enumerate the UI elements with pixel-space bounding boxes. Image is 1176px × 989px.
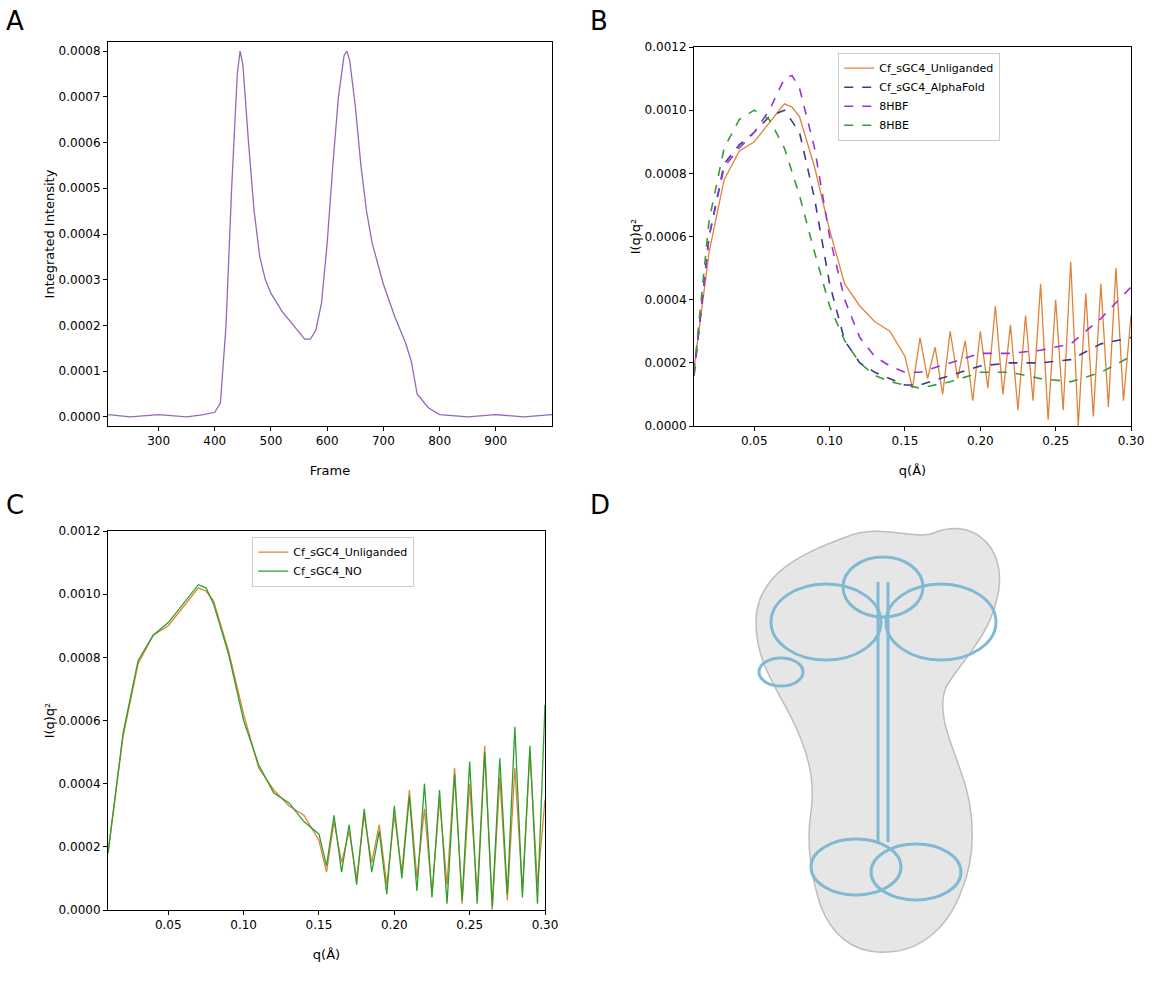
svg-text:Cf_sGC4_Unliganded: Cf_sGC4_Unliganded xyxy=(879,62,993,75)
svg-text:0.30: 0.30 xyxy=(1118,434,1145,448)
svg-text:0.0002: 0.0002 xyxy=(59,840,101,854)
svg-text:0.0010: 0.0010 xyxy=(59,587,101,601)
svg-text:300: 300 xyxy=(147,434,170,448)
svg-text:600: 600 xyxy=(316,434,339,448)
svg-text:0.0008: 0.0008 xyxy=(59,44,101,58)
svg-text:0.0000: 0.0000 xyxy=(59,903,101,917)
svg-text:Integrated Intensity: Integrated Intensity xyxy=(42,169,57,298)
svg-text:0.0000: 0.0000 xyxy=(645,419,687,433)
svg-text:0.0004: 0.0004 xyxy=(59,777,101,791)
svg-text:0.25: 0.25 xyxy=(1042,434,1069,448)
svg-text:q(Å): q(Å) xyxy=(899,463,926,478)
svg-text:0.25: 0.25 xyxy=(456,918,483,932)
svg-text:0.15: 0.15 xyxy=(306,918,333,932)
svg-text:I(q)q²: I(q)q² xyxy=(628,219,643,255)
html-text:B: B xyxy=(590,6,608,36)
svg-text:q(Å): q(Å) xyxy=(313,947,340,962)
svg-text:0.0002: 0.0002 xyxy=(645,356,687,370)
svg-text:900: 900 xyxy=(484,434,507,448)
svg-text:0.0012: 0.0012 xyxy=(645,40,687,54)
svg-text:0.0004: 0.0004 xyxy=(59,227,101,241)
svg-text:Cf_sGC4_AlphaFold: Cf_sGC4_AlphaFold xyxy=(879,81,984,94)
svg-text:0.15: 0.15 xyxy=(892,434,919,448)
svg-text:800: 800 xyxy=(428,434,451,448)
svg-text:700: 700 xyxy=(372,434,395,448)
svg-text:500: 500 xyxy=(260,434,283,448)
svg-text:0.30: 0.30 xyxy=(532,918,559,932)
svg-text:0.0008: 0.0008 xyxy=(59,651,101,665)
svg-text:0.0006: 0.0006 xyxy=(59,136,101,150)
svg-text:Frame: Frame xyxy=(310,463,351,478)
svg-text:0.05: 0.05 xyxy=(155,918,182,932)
svg-text:0.0000: 0.0000 xyxy=(59,410,101,424)
svg-text:0.0006: 0.0006 xyxy=(645,230,687,244)
svg-text:0.10: 0.10 xyxy=(816,434,843,448)
svg-text:0.0007: 0.0007 xyxy=(59,90,101,104)
html-text:C: C xyxy=(6,490,25,520)
svg-text:0.05: 0.05 xyxy=(741,434,768,448)
svg-text:8HBF: 8HBF xyxy=(879,100,908,113)
svg-text:0.0010: 0.0010 xyxy=(645,103,687,117)
svg-text:0.0003: 0.0003 xyxy=(59,273,101,287)
svg-text:0.0001: 0.0001 xyxy=(59,364,101,378)
svg-text:Cf_sGC4_NO: Cf_sGC4_NO xyxy=(293,565,362,578)
svg-text:0.0005: 0.0005 xyxy=(59,181,101,195)
svg-text:400: 400 xyxy=(203,434,226,448)
svg-text:I(q)q²: I(q)q² xyxy=(42,703,57,739)
html-text:D: D xyxy=(590,490,610,520)
svg-text:8HBE: 8HBE xyxy=(879,119,909,132)
svg-text:0.10: 0.10 xyxy=(230,918,257,932)
svg-text:0.20: 0.20 xyxy=(967,434,994,448)
svg-text:0.20: 0.20 xyxy=(381,918,408,932)
svg-text:0.0002: 0.0002 xyxy=(59,319,101,333)
svg-text:Cf_sGC4_Unliganded: Cf_sGC4_Unliganded xyxy=(293,546,407,559)
svg-text:0.0012: 0.0012 xyxy=(59,524,101,538)
html-text:A: A xyxy=(6,6,24,36)
svg-text:0.0004: 0.0004 xyxy=(645,293,687,307)
svg-text:0.0008: 0.0008 xyxy=(645,167,687,181)
svg-text:0.0006: 0.0006 xyxy=(59,714,101,728)
